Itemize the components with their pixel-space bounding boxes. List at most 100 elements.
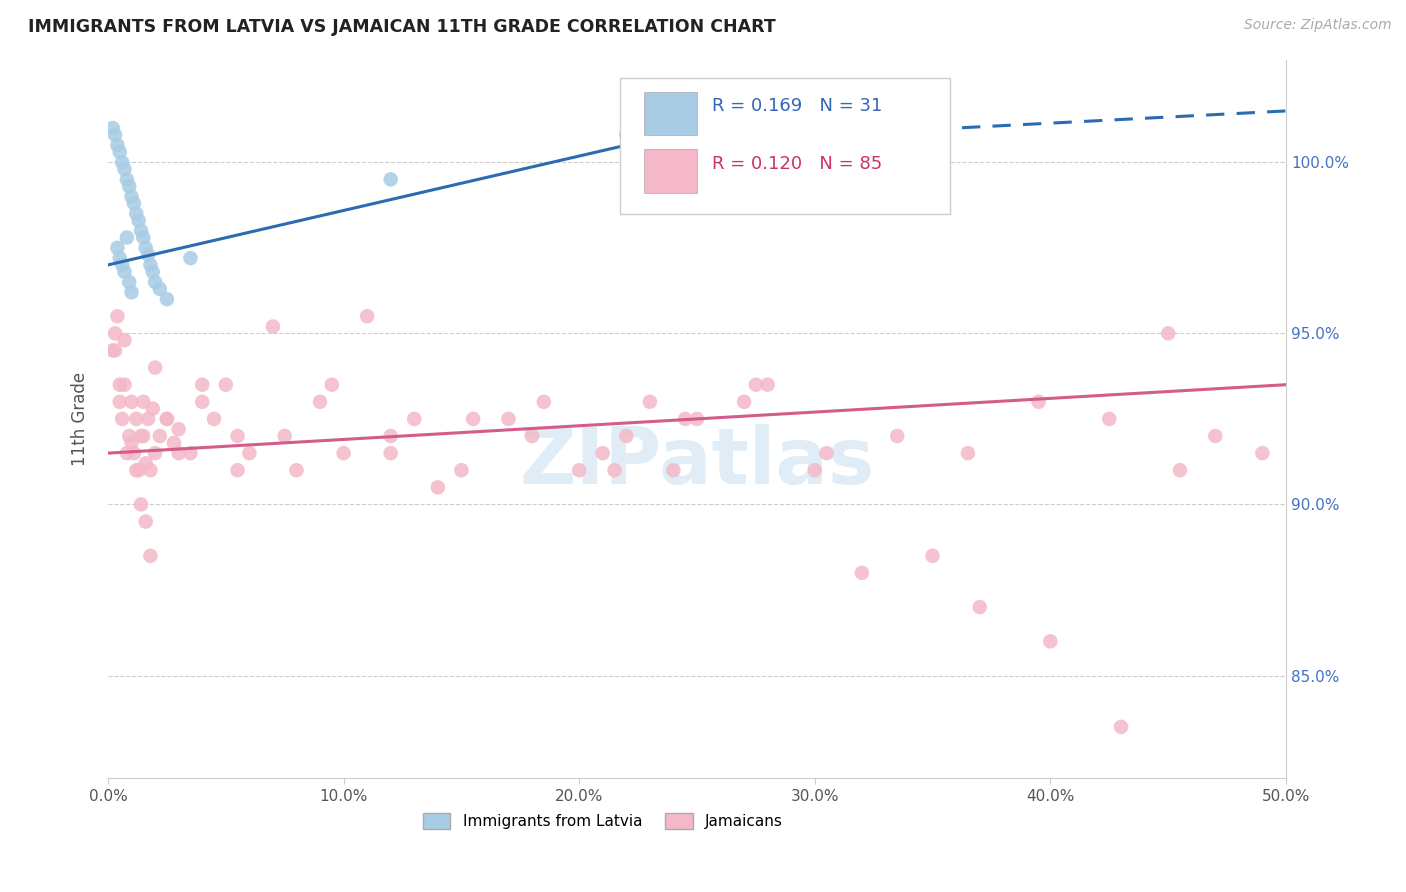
- Point: [568, 463, 591, 477]
- Point: [332, 446, 354, 460]
- Point: [156, 292, 179, 306]
- Point: [191, 394, 214, 409]
- Point: [114, 377, 136, 392]
- Point: [129, 224, 152, 238]
- Point: [111, 412, 134, 426]
- Point: [129, 429, 152, 443]
- Point: [803, 463, 825, 477]
- Point: [101, 343, 124, 358]
- Point: [1098, 412, 1121, 426]
- Point: [149, 429, 172, 443]
- Point: [118, 275, 141, 289]
- Point: [309, 394, 332, 409]
- Point: [114, 265, 136, 279]
- Point: [851, 566, 873, 580]
- Point: [815, 446, 838, 460]
- Point: [638, 394, 661, 409]
- Point: [463, 412, 485, 426]
- Point: [104, 343, 127, 358]
- Point: [125, 463, 148, 477]
- Point: [108, 394, 131, 409]
- Point: [129, 498, 152, 512]
- Point: [673, 412, 696, 426]
- Point: [121, 435, 143, 450]
- Point: [426, 480, 449, 494]
- Point: [128, 463, 150, 477]
- Point: [143, 275, 166, 289]
- Point: [614, 429, 637, 443]
- Point: [1028, 394, 1050, 409]
- Point: [733, 394, 755, 409]
- Point: [122, 446, 145, 460]
- Y-axis label: 11th Grade: 11th Grade: [72, 372, 89, 466]
- Point: [191, 377, 214, 392]
- Point: [132, 230, 155, 244]
- Point: [520, 429, 543, 443]
- Point: [104, 326, 127, 341]
- Point: [1039, 634, 1062, 648]
- Point: [108, 251, 131, 265]
- Point: [1157, 326, 1180, 341]
- Point: [143, 360, 166, 375]
- Point: [136, 412, 159, 426]
- Point: [142, 401, 165, 416]
- Point: [107, 310, 129, 324]
- FancyBboxPatch shape: [644, 92, 697, 135]
- Point: [756, 377, 779, 392]
- Point: [143, 446, 166, 460]
- Point: [111, 258, 134, 272]
- Point: [533, 394, 555, 409]
- Point: [921, 549, 943, 563]
- Point: [603, 463, 626, 477]
- Point: [118, 429, 141, 443]
- Point: [969, 600, 991, 615]
- Point: [114, 162, 136, 177]
- Text: R = 0.120   N = 85: R = 0.120 N = 85: [713, 155, 883, 173]
- Point: [498, 412, 520, 426]
- Point: [118, 179, 141, 194]
- Point: [380, 429, 402, 443]
- Point: [273, 429, 295, 443]
- Point: [262, 319, 284, 334]
- Text: R = 0.169   N = 31: R = 0.169 N = 31: [713, 97, 883, 115]
- Point: [132, 394, 155, 409]
- Point: [156, 412, 179, 426]
- Point: [108, 145, 131, 159]
- Point: [115, 172, 138, 186]
- Point: [686, 412, 709, 426]
- Point: [592, 446, 614, 460]
- Point: [745, 377, 768, 392]
- Text: Source: ZipAtlas.com: Source: ZipAtlas.com: [1244, 18, 1392, 32]
- Point: [1204, 429, 1226, 443]
- Point: [167, 446, 190, 460]
- Point: [132, 429, 155, 443]
- Point: [614, 128, 637, 142]
- Point: [121, 285, 143, 300]
- Point: [149, 282, 172, 296]
- Point: [1168, 463, 1191, 477]
- Point: [1109, 720, 1132, 734]
- Point: [321, 377, 343, 392]
- Legend: Immigrants from Latvia, Jamaicans: Immigrants from Latvia, Jamaicans: [416, 807, 789, 835]
- FancyBboxPatch shape: [644, 150, 697, 193]
- Point: [156, 412, 179, 426]
- Point: [139, 549, 162, 563]
- Point: [179, 446, 201, 460]
- Point: [139, 463, 162, 477]
- Point: [142, 265, 165, 279]
- Point: [956, 446, 979, 460]
- Point: [139, 258, 162, 272]
- Point: [1251, 446, 1274, 460]
- Point: [125, 206, 148, 220]
- Point: [404, 412, 426, 426]
- Point: [108, 377, 131, 392]
- Point: [163, 435, 186, 450]
- Point: [136, 247, 159, 261]
- Point: [135, 457, 157, 471]
- Point: [107, 241, 129, 255]
- Point: [226, 429, 249, 443]
- FancyBboxPatch shape: [620, 78, 950, 214]
- Point: [167, 422, 190, 436]
- Point: [121, 394, 143, 409]
- Point: [285, 463, 308, 477]
